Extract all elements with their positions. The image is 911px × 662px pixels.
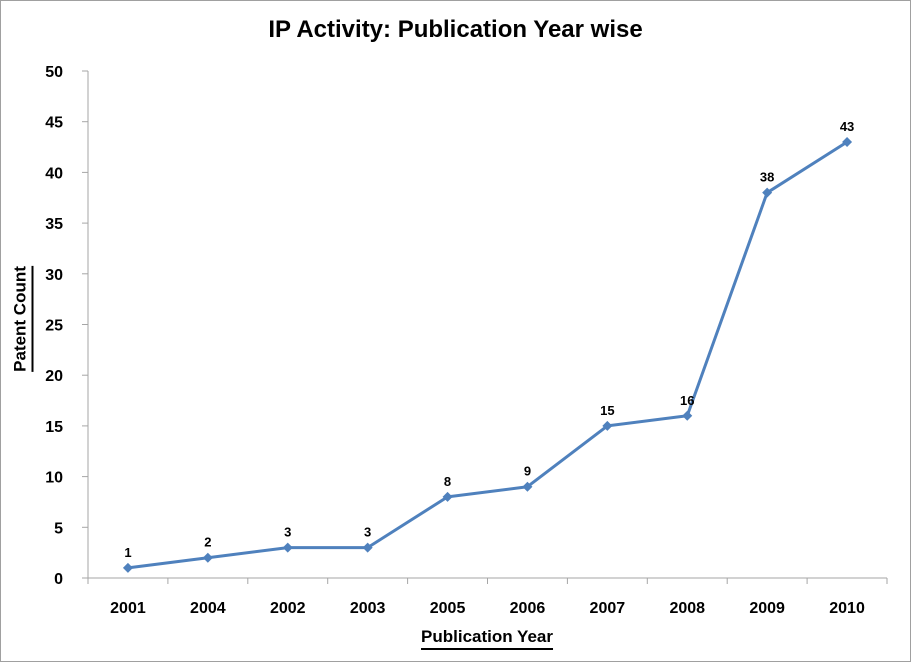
data-point: [202, 552, 213, 563]
data-point: [842, 136, 853, 147]
data-point: [442, 491, 453, 502]
x-tick-label: 2007: [590, 600, 626, 617]
series-line: [126, 140, 849, 570]
data-label: 16: [680, 393, 694, 408]
data-label: 8: [444, 474, 451, 489]
data-point: [362, 542, 373, 553]
data-point: [282, 542, 293, 553]
y-tick-label: 35: [45, 216, 63, 233]
y-tick-label: 45: [45, 115, 63, 132]
y-axis-title: Patent Count: [10, 266, 34, 372]
y-tick-label: 10: [45, 470, 63, 487]
x-tick-label: 2003: [350, 600, 386, 617]
y-tick-label: 5: [54, 520, 63, 537]
data-label: 2: [204, 535, 211, 550]
data-point: [122, 562, 133, 573]
data-point: [602, 420, 613, 431]
y-tick-label: 0: [54, 571, 63, 588]
x-tick-label: 2001: [110, 600, 146, 617]
y-tick-label: 30: [45, 267, 63, 284]
data-label: 43: [840, 119, 854, 134]
data-label: 3: [284, 525, 291, 540]
x-tick-label: 2008: [669, 600, 705, 617]
x-tick-label: 2005: [430, 600, 466, 617]
data-point: [682, 410, 693, 421]
y-tick-label: 40: [45, 165, 63, 182]
data-label: 15: [600, 403, 614, 418]
data-label: 9: [524, 464, 531, 479]
x-axis-title: Publication Year: [421, 627, 553, 650]
data-point: [762, 187, 773, 198]
y-tick-label: 50: [45, 64, 63, 81]
y-tick-label: 20: [45, 368, 63, 385]
data-point: [522, 481, 533, 492]
data-label: 38: [760, 170, 774, 185]
x-tick-label: 2006: [510, 600, 546, 617]
x-tick-label: 2009: [749, 600, 785, 617]
chart-title: IP Activity: Publication Year wise: [268, 16, 643, 43]
y-tick-label: 25: [45, 318, 63, 335]
x-tick-label: 2010: [829, 600, 865, 617]
x-tick-label: 2004: [190, 600, 226, 617]
x-tick-label: 2002: [270, 600, 306, 617]
data-label: 3: [364, 525, 371, 540]
y-tick-label: 15: [45, 419, 63, 436]
data-label: 1: [124, 545, 131, 560]
